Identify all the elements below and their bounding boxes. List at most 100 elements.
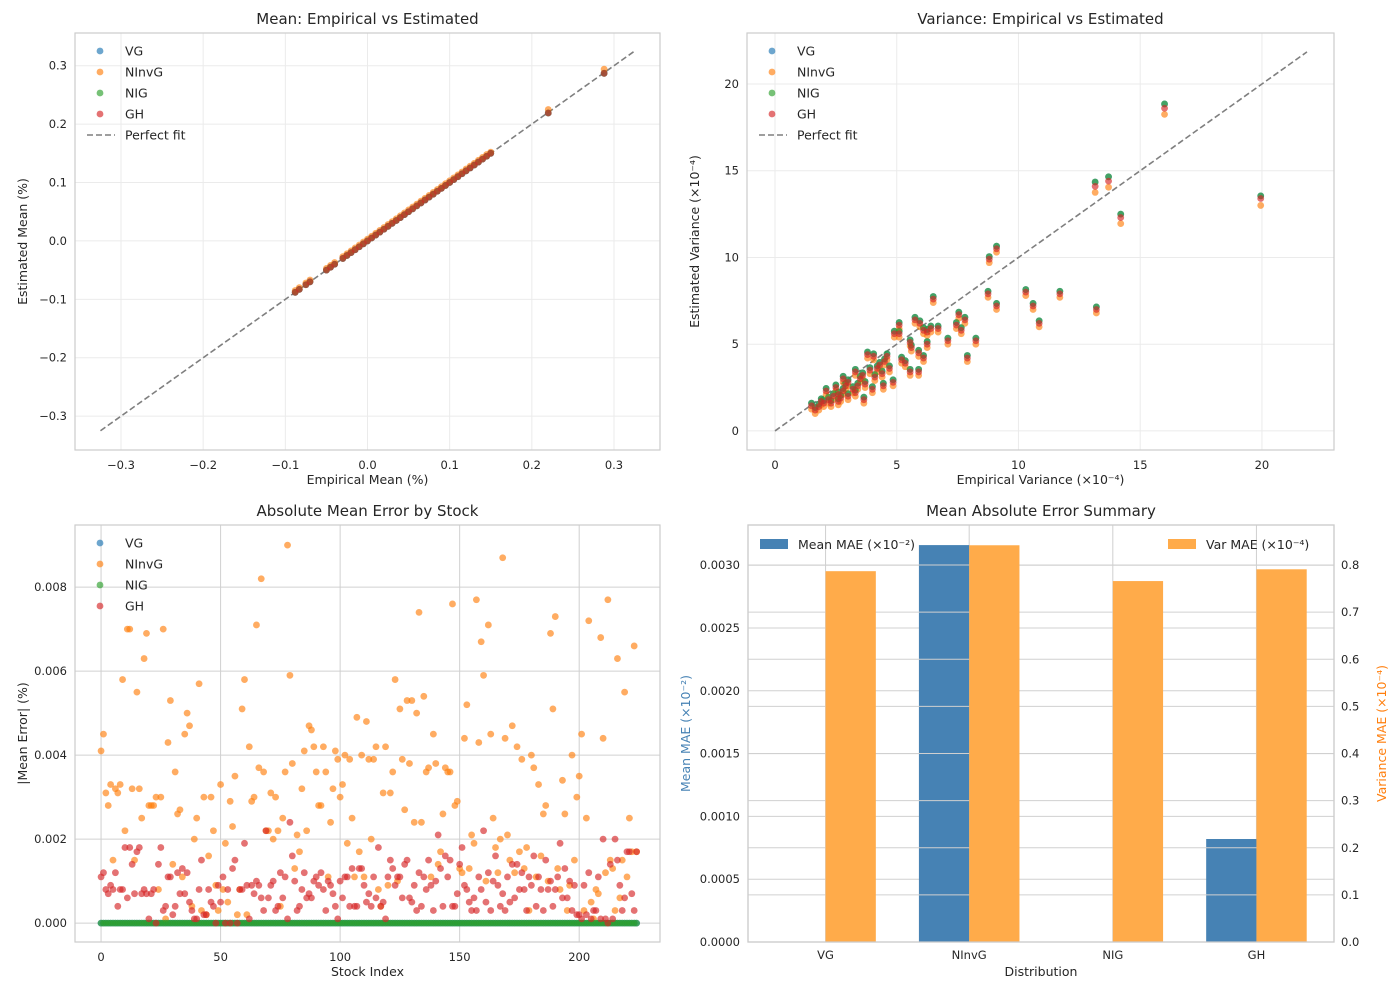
data-point (482, 898, 490, 906)
data-point (102, 789, 110, 797)
data-point (1092, 306, 1100, 313)
data-point (525, 873, 533, 881)
data-point (365, 755, 373, 763)
data-point (446, 856, 454, 864)
data-point (413, 709, 421, 717)
data-point (623, 873, 631, 881)
data-point (504, 831, 511, 839)
data-point (427, 873, 435, 881)
data-point (582, 814, 590, 822)
plot-frame (74, 524, 661, 943)
data-point (224, 886, 232, 893)
x-tick-label: 5 (893, 458, 900, 472)
data-point (451, 902, 459, 910)
data-point (859, 372, 867, 379)
data-point (219, 886, 227, 893)
y-axis-label: Estimated Variance (×10⁻⁴) (687, 155, 702, 328)
chart-title: Mean: Empirical vs Estimated (256, 10, 478, 28)
data-point (429, 907, 437, 914)
data-point (549, 705, 557, 713)
plot-frame (74, 32, 661, 451)
data-point (398, 894, 406, 902)
chart-title: Variance: Empirical vs Estimated (917, 10, 1163, 28)
data-point (210, 827, 217, 835)
data-point (202, 911, 210, 919)
data-point (181, 730, 189, 738)
data-point (238, 705, 246, 713)
data-point (886, 365, 893, 372)
legend-label: VG (125, 536, 143, 551)
data-point (871, 373, 879, 381)
data-point (126, 844, 134, 851)
data-point (382, 915, 389, 923)
data-point (508, 860, 516, 868)
data-point (549, 902, 557, 910)
data-point (866, 366, 874, 374)
data-point (839, 387, 847, 395)
data-point (296, 902, 303, 910)
data-point (300, 747, 308, 755)
data-point (360, 873, 368, 881)
data-point (418, 818, 425, 826)
data-point (475, 873, 483, 881)
data-point (425, 764, 432, 772)
data-point (128, 860, 136, 868)
data-point (837, 394, 845, 402)
data-point (257, 894, 265, 902)
data-point (599, 835, 607, 843)
data-point (895, 321, 903, 329)
data-point (207, 793, 215, 801)
data-point (317, 802, 325, 809)
data-point (580, 881, 588, 889)
data-point (288, 852, 296, 860)
data-point (152, 919, 160, 927)
x-tick-label: VG (817, 948, 834, 962)
data-point (198, 856, 205, 864)
data-point (511, 869, 519, 877)
data-point (214, 907, 222, 914)
y-tick-label: −0.1 (39, 292, 67, 306)
data-point (374, 886, 382, 893)
data-point (465, 898, 473, 906)
data-point (616, 881, 624, 889)
data-point (544, 109, 552, 117)
data-point (513, 743, 521, 751)
y2-tick-label: 0.0 (1341, 935, 1359, 949)
data-point (432, 760, 440, 767)
plot-frame (747, 524, 1335, 943)
y2-tick-label: 0.7 (1341, 605, 1359, 619)
y-axis-label: Estimated Mean (%) (15, 178, 30, 305)
data-point (511, 894, 519, 902)
data-point (993, 245, 1000, 253)
data-point (396, 873, 404, 881)
data-point (437, 865, 444, 872)
data-point (310, 743, 318, 751)
data-point (327, 818, 334, 826)
data-point (188, 907, 196, 914)
data-point (551, 613, 559, 620)
legend-label: Perfect fit (797, 128, 858, 143)
plot-frame (746, 32, 1335, 451)
data-point (907, 344, 915, 352)
legend-label: NInvG (797, 65, 835, 80)
data-point (963, 354, 971, 362)
data-point (597, 915, 605, 923)
data-point (520, 886, 528, 893)
data-point (123, 894, 131, 902)
bar-var-mae-NInvG (969, 545, 1020, 942)
panel-2: 0 50 100 150 200 0.000 0.002 0.004 0.006 0.008 Abs… (15, 502, 661, 979)
legend-label: GH (125, 107, 144, 122)
data-point (630, 642, 638, 650)
data-point (403, 856, 411, 864)
data-point (131, 890, 138, 898)
data-point (578, 730, 585, 738)
y-tick-label: 0.3 (49, 59, 67, 73)
data-point (489, 814, 497, 822)
data-point (1257, 202, 1265, 209)
data-point (1105, 177, 1112, 185)
data-point (561, 865, 569, 872)
data-point (346, 902, 354, 910)
data-point (881, 358, 888, 365)
data-point (895, 330, 903, 338)
data-point (312, 873, 320, 881)
